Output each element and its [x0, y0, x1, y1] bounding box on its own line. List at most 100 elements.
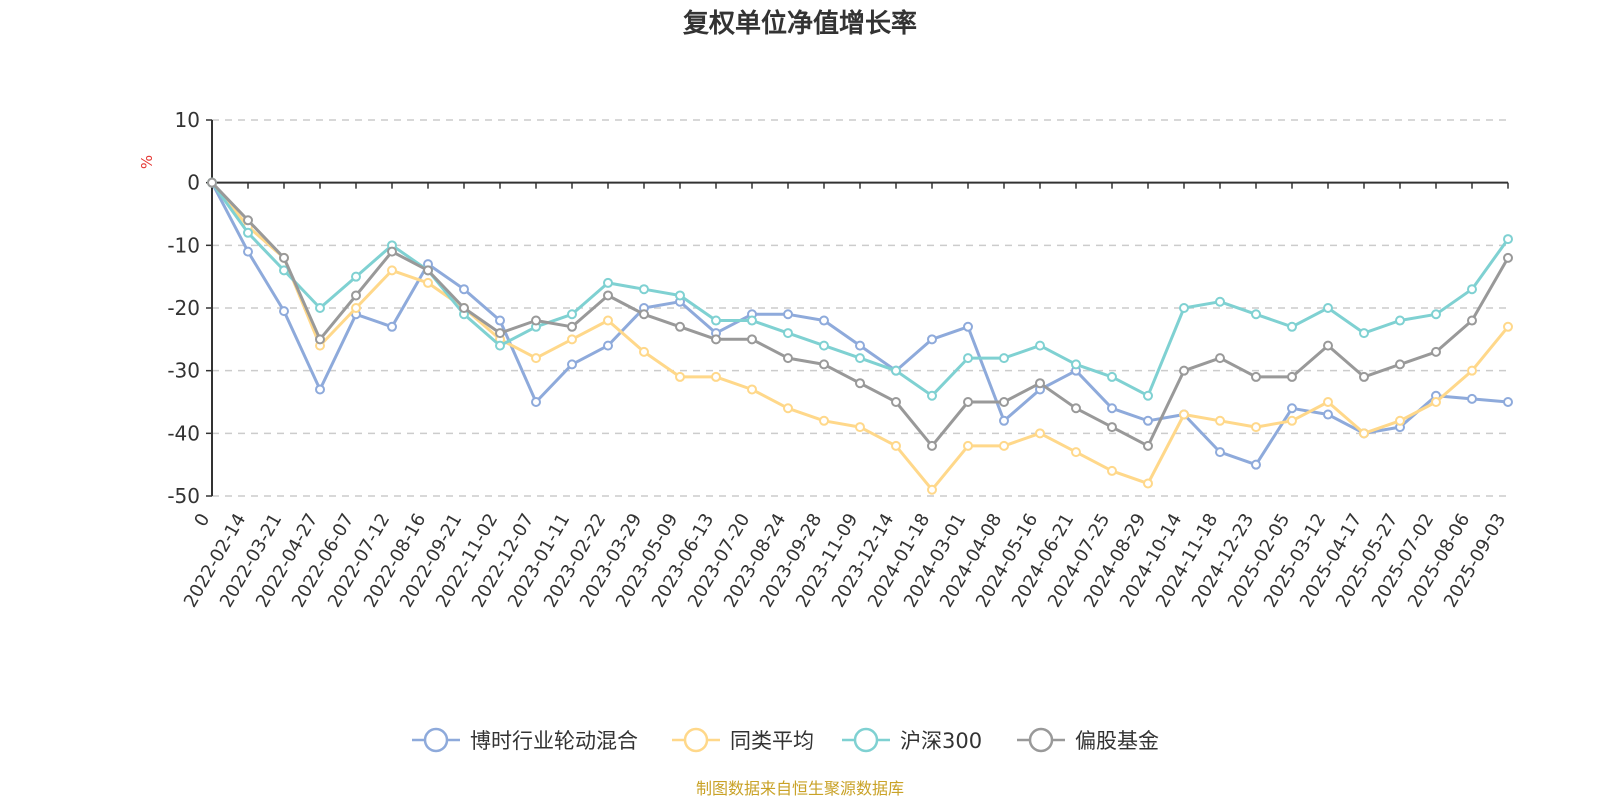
y-tick-label: -50 [167, 484, 200, 508]
data-point [387, 246, 397, 257]
data-point [1287, 371, 1297, 382]
data-point [1287, 321, 1297, 332]
data-point [279, 306, 289, 317]
data-point [1503, 234, 1513, 245]
data-point [567, 359, 577, 370]
data-point [963, 397, 973, 407]
data-point [639, 284, 649, 295]
data-point [747, 384, 757, 395]
data-point [1503, 252, 1513, 263]
data-point [495, 340, 505, 351]
data-point [891, 397, 901, 407]
data-point [567, 309, 577, 320]
data-point [603, 340, 613, 351]
legend-circle-icon [423, 727, 449, 753]
data-point [567, 334, 577, 345]
data-point [495, 328, 505, 339]
data-point [1467, 284, 1477, 295]
data-point [999, 397, 1009, 407]
data-point [1107, 403, 1117, 414]
data-point [891, 440, 901, 451]
data-point [1143, 415, 1153, 426]
data-point [783, 403, 793, 414]
data-point [387, 265, 397, 276]
data-point [855, 378, 865, 389]
legend-item[interactable]: 偏股基金 [1017, 727, 1159, 753]
data-point [1215, 353, 1225, 364]
data-point [1431, 309, 1441, 320]
data-point [1395, 315, 1405, 326]
data-point [243, 227, 253, 238]
legend-label: 博时行业轮动混合 [470, 729, 638, 753]
y-tick-label: -20 [167, 296, 200, 320]
data-point [963, 440, 973, 451]
data-point [531, 353, 541, 364]
data-point [1071, 403, 1081, 414]
y-tick-label: 10 [175, 108, 200, 132]
y-tick-label: -30 [167, 359, 200, 383]
data-point [423, 265, 433, 276]
data-point [567, 321, 577, 332]
data-point [1467, 365, 1477, 376]
data-point [531, 315, 541, 326]
data-point [1107, 422, 1117, 433]
data-point [1179, 365, 1189, 376]
data-point [1395, 415, 1405, 426]
data-point [999, 415, 1009, 426]
data-point [1503, 397, 1513, 407]
data-point [495, 315, 505, 326]
data-point [927, 440, 937, 451]
data-point [351, 271, 361, 282]
data-point [1323, 397, 1333, 407]
data-point [1323, 303, 1333, 313]
data-point [747, 334, 757, 345]
data-point [603, 315, 613, 326]
data-point [1107, 465, 1117, 476]
data-point [351, 290, 361, 301]
data-point [639, 346, 649, 357]
data-point [531, 397, 541, 407]
data-point [819, 315, 829, 326]
y-tick-label: -40 [167, 421, 200, 445]
legend-item[interactable]: 沪深300 [842, 727, 982, 753]
data-point [1431, 397, 1441, 407]
data-point [1323, 340, 1333, 351]
legend-item[interactable]: 博时行业轮动混合 [412, 727, 638, 753]
legend-label: 偏股基金 [1075, 729, 1159, 753]
data-point [1035, 340, 1045, 351]
data-point [927, 334, 937, 345]
legend-circle-icon [1028, 727, 1054, 753]
data-point [603, 290, 613, 301]
series-line [210, 181, 1510, 398]
chart-title: 复权单位净值增长率 [683, 8, 917, 39]
data-point [1071, 359, 1081, 370]
data-point [819, 415, 829, 426]
data-point [927, 484, 937, 495]
legend-circle-icon [683, 727, 709, 753]
data-point [963, 321, 973, 332]
legend-item[interactable]: 同类平均 [672, 727, 814, 753]
data-point [639, 309, 649, 320]
data-point [1431, 346, 1441, 357]
data-point [1251, 459, 1261, 470]
data-point [999, 440, 1009, 451]
y-tick-label: 0 [187, 171, 200, 195]
data-point [1395, 359, 1405, 370]
data-point [963, 353, 973, 364]
data-point [675, 321, 685, 332]
source-note: 制图数据来自恒生聚源数据库 [696, 779, 904, 798]
data-point [1287, 403, 1297, 414]
data-point [675, 290, 685, 301]
data-point [891, 365, 901, 376]
data-point [675, 371, 685, 382]
data-point [783, 328, 793, 339]
data-point [855, 340, 865, 351]
data-point [1287, 415, 1297, 426]
data-point [387, 321, 397, 332]
y-tick-label: -10 [167, 233, 200, 257]
data-point [1215, 447, 1225, 458]
data-point [1467, 393, 1477, 404]
data-point [1359, 428, 1369, 439]
y-axis-unit: % [138, 155, 156, 169]
